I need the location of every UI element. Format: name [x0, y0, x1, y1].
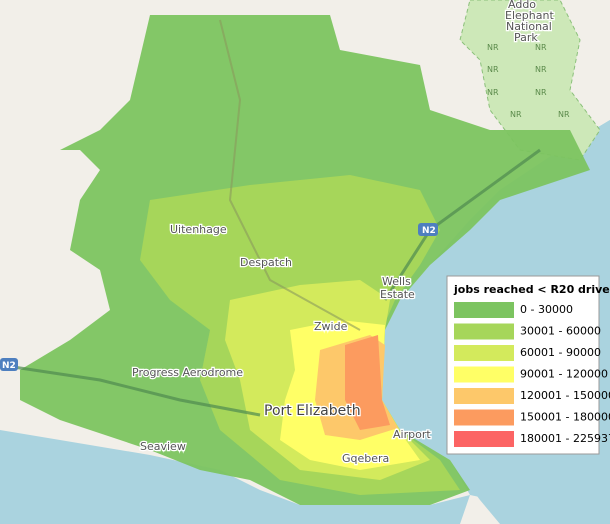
place-label: Zwide: [314, 320, 348, 333]
road: [219, 19, 361, 331]
park-mark: NR: [535, 88, 547, 97]
place-label: Airport: [393, 428, 431, 441]
park-label: Elephant: [505, 9, 554, 22]
legend-swatch: [454, 323, 514, 340]
place-label: Progress Aerodrome: [132, 366, 243, 379]
place-label: Wells: [382, 275, 411, 288]
place-label: Seaview: [140, 440, 186, 453]
place-label: Gqebera: [342, 452, 389, 465]
legend-label: 150001 - 180000: [520, 411, 610, 424]
park-mark: NR: [487, 43, 499, 52]
legend-label: 120001 - 150000: [520, 389, 610, 402]
road: [0, 363, 261, 417]
legend-label: 30001 - 60000: [520, 325, 601, 338]
park-mark: NR: [487, 88, 499, 97]
park-area: [459, 0, 601, 161]
legend-swatch: [454, 388, 514, 404]
place-label: Estate: [380, 288, 415, 301]
park-mark: NR: [558, 110, 570, 119]
park-mark: NR: [487, 65, 499, 74]
road-shield: [418, 223, 438, 236]
road-shield: [0, 358, 18, 371]
zone: [345, 335, 390, 430]
legend-swatch: [454, 431, 514, 447]
park-label: Park: [514, 31, 538, 44]
place-label: Port Elizabeth: [264, 403, 361, 419]
park-mark: NR: [510, 110, 522, 119]
legend-title: jobs reached < R20 drive: [453, 283, 610, 296]
legend-swatch: [454, 345, 514, 361]
place-label: Despatch: [240, 256, 292, 269]
legend-label: 60001 - 90000: [520, 346, 601, 359]
legend-label: 90001 - 120000: [520, 368, 608, 381]
legend-label: 180001 - 225937: [520, 432, 610, 445]
legend-label: 0 - 30000: [520, 303, 573, 316]
legend-swatch: [454, 302, 514, 318]
park-mark: NR: [535, 43, 547, 52]
legend-swatch: [454, 409, 514, 426]
park-label: Addo: [508, 0, 536, 11]
place-label: Uitenhage: [170, 223, 227, 236]
park-label: National: [506, 20, 552, 33]
park-mark: NR: [535, 65, 547, 74]
road-label: N2: [422, 226, 436, 236]
legend: jobs reached < R20 drive 0 - 30000 30001 …: [446, 275, 610, 455]
legend-swatch: [454, 366, 514, 383]
road-label: N2: [2, 361, 16, 371]
